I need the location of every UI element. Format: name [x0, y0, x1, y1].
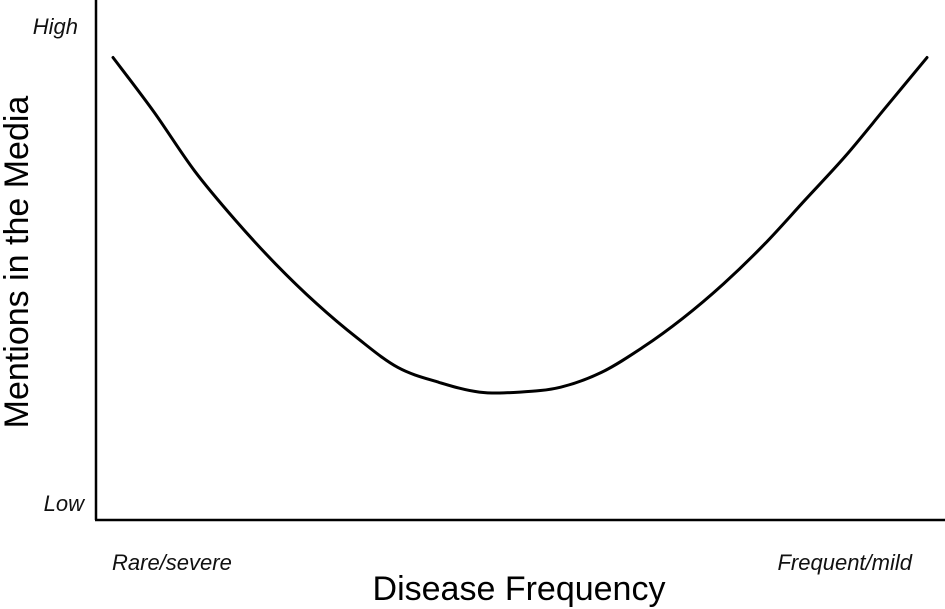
series-line-0	[111, 56, 929, 395]
y-axis-title: Mentions in the Media	[0, 96, 36, 429]
y-tick-label-high: High	[33, 14, 78, 39]
axes	[94, 0, 945, 522]
x-tick-label-rare-severe: Rare/severe	[112, 550, 232, 575]
y-tick-label-low: Low	[44, 491, 86, 516]
x-tick-label-frequent-mild: Frequent/mild	[777, 550, 912, 575]
series-layer	[111, 56, 929, 395]
x-axis-title: Disease Frequency	[373, 570, 666, 608]
